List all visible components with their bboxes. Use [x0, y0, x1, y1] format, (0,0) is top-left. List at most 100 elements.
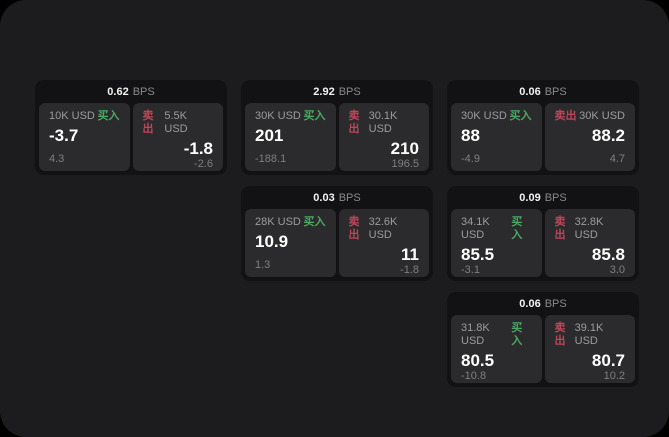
buy-delta: -188.1 [255, 153, 287, 165]
card-header: 0.06 BPS [447, 292, 639, 315]
sell-panel-top: 卖出 39.1K USD [555, 322, 626, 348]
bps-value: 0.09 [519, 191, 541, 204]
sell-price: 80.7 [591, 351, 625, 370]
buy-price: 80.5 [461, 351, 495, 370]
quote-grid: 0.62 BPS 10K USD 买入 -3.7 4.3 卖出 5.5K USD [35, 80, 639, 387]
buy-size: 34.1K USD [461, 216, 490, 241]
buy-price: 85.5 [461, 245, 495, 264]
buy-delta: -10.8 [461, 370, 487, 382]
sell-price: 88.2 [591, 126, 625, 145]
card-header: 0.03 BPS [241, 186, 433, 209]
quote-card: 0.62 BPS 10K USD 买入 -3.7 4.3 卖出 5.5K USD [35, 80, 227, 175]
card-body: 30K USD 买入 201 -188.1 卖出 30.1K USD 210 1… [241, 103, 433, 175]
buy-delta: 4.3 [49, 153, 65, 165]
sell-panel-top: 卖出 5.5K USD [143, 110, 214, 136]
buy-side-label: 买入 [303, 110, 326, 122]
buy-delta: -4.9 [461, 153, 480, 165]
buy-panel-top: 34.1K USD 买入 [461, 216, 532, 242]
buy-panel-top: 10K USD 买入 [49, 110, 120, 123]
bps-value: 0.06 [519, 297, 541, 310]
buy-size: 28K USD [255, 216, 301, 228]
buy-panel-top: 30K USD 买入 [255, 110, 326, 123]
bps-value: 0.62 [107, 85, 129, 98]
buy-panel[interactable]: 28K USD 买入 10.9 1.3 [245, 209, 336, 277]
quote-card: 0.03 BPS 28K USD 买入 10.9 1.3 卖出 32.6K US… [241, 186, 433, 281]
buy-size: 31.8K USD [461, 322, 490, 347]
sell-panel[interactable]: 卖出 30.1K USD 210 196.5 [338, 103, 429, 171]
sell-panel-top: 卖出 30.1K USD [349, 110, 420, 136]
card-header: 0.06 BPS [447, 80, 639, 103]
sell-size: 30K USD [579, 110, 625, 122]
bps-value: 2.92 [313, 85, 335, 98]
bps-value: 0.03 [313, 191, 335, 204]
card-body: 30K USD 买入 88 -4.9 卖出 30K USD 88.2 4.7 [447, 103, 639, 175]
buy-side-label: 买入 [511, 322, 523, 347]
bps-unit-label: BPS [338, 85, 361, 98]
sell-delta: 10.2 [603, 370, 625, 382]
sell-price: 85.8 [591, 245, 625, 264]
sell-side-label: 卖出 [142, 110, 154, 135]
sell-panel-top: 卖出 32.6K USD [349, 216, 420, 242]
sell-delta: 4.7 [609, 153, 625, 165]
quote-card: 2.92 BPS 30K USD 买入 201 -188.1 卖出 30.1K … [241, 80, 433, 175]
quote-card: 0.09 BPS 34.1K USD 买入 85.5 -3.1 卖出 32.8K… [447, 186, 639, 281]
sell-size: 32.6K USD [368, 216, 398, 241]
bps-value: 0.06 [519, 85, 541, 98]
buy-panel-top: 30K USD 买入 [461, 110, 532, 123]
sell-size: 39.1K USD [574, 322, 604, 347]
sell-panel-top: 卖出 32.8K USD [555, 216, 626, 242]
bps-unit-label: BPS [544, 85, 567, 98]
sell-side-label: 卖出 [554, 110, 577, 122]
buy-panel[interactable]: 31.8K USD 买入 80.5 -10.8 [451, 315, 542, 383]
card-header: 0.62 BPS [35, 80, 227, 103]
buy-panel[interactable]: 30K USD 买入 88 -4.9 [451, 103, 542, 171]
buy-panel-top: 31.8K USD 买入 [461, 322, 532, 348]
sell-price: 210 [390, 139, 419, 158]
sell-panel-top: 卖出 30K USD [555, 110, 626, 123]
quote-card: 0.06 BPS 30K USD 买入 88 -4.9 卖出 30K USD [447, 80, 639, 175]
card-header: 2.92 BPS [241, 80, 433, 103]
sell-panel[interactable]: 卖出 32.8K USD 85.8 3.0 [544, 209, 635, 277]
buy-size: 10K USD [49, 110, 95, 122]
sell-panel[interactable]: 卖出 5.5K USD -1.8 -2.6 [132, 103, 223, 171]
buy-price: 10.9 [255, 232, 289, 251]
card-body: 28K USD 买入 10.9 1.3 卖出 32.6K USD 11 -1.8 [241, 209, 433, 281]
buy-panel[interactable]: 34.1K USD 买入 85.5 -3.1 [451, 209, 542, 277]
sell-panel[interactable]: 卖出 30K USD 88.2 4.7 [544, 103, 635, 171]
bps-unit-label: BPS [544, 297, 567, 310]
buy-size: 30K USD [255, 110, 301, 122]
card-body: 31.8K USD 买入 80.5 -10.8 卖出 39.1K USD 80.… [447, 315, 639, 387]
buy-price: -3.7 [49, 126, 79, 145]
buy-price: 201 [255, 126, 284, 145]
buy-size: 30K USD [461, 110, 507, 122]
card-header: 0.09 BPS [447, 186, 639, 209]
card-body: 34.1K USD 买入 85.5 -3.1 卖出 32.8K USD 85.8… [447, 209, 639, 281]
sell-side-label: 卖出 [348, 216, 360, 241]
sell-size: 5.5K USD [164, 110, 188, 135]
sell-delta: -2.6 [194, 158, 213, 170]
buy-side-label: 买入 [303, 216, 326, 228]
sell-panel[interactable]: 卖出 39.1K USD 80.7 10.2 [544, 315, 635, 383]
sell-side-label: 卖出 [348, 110, 360, 135]
sell-price: 11 [401, 245, 419, 264]
buy-panel[interactable]: 10K USD 买入 -3.7 4.3 [39, 103, 130, 171]
bps-unit-label: BPS [132, 85, 155, 98]
buy-side-label: 买入 [97, 110, 120, 122]
buy-panel[interactable]: 30K USD 买入 201 -188.1 [245, 103, 336, 171]
buy-price: 88 [461, 126, 480, 145]
sell-side-label: 卖出 [554, 322, 566, 347]
quote-card: 0.06 BPS 31.8K USD 买入 80.5 -10.8 卖出 39.1… [447, 292, 639, 387]
buy-delta: 1.3 [255, 259, 271, 271]
buy-side-label: 买入 [509, 110, 532, 122]
sell-delta: 3.0 [609, 264, 625, 276]
sell-panel[interactable]: 卖出 32.6K USD 11 -1.8 [338, 209, 429, 277]
bps-unit-label: BPS [338, 191, 361, 204]
sell-size: 32.8K USD [574, 216, 604, 241]
buy-side-label: 买入 [511, 216, 523, 241]
bps-unit-label: BPS [544, 191, 567, 204]
sell-delta: -1.8 [400, 264, 419, 276]
sell-side-label: 卖出 [554, 216, 566, 241]
buy-delta: -3.1 [461, 264, 480, 276]
